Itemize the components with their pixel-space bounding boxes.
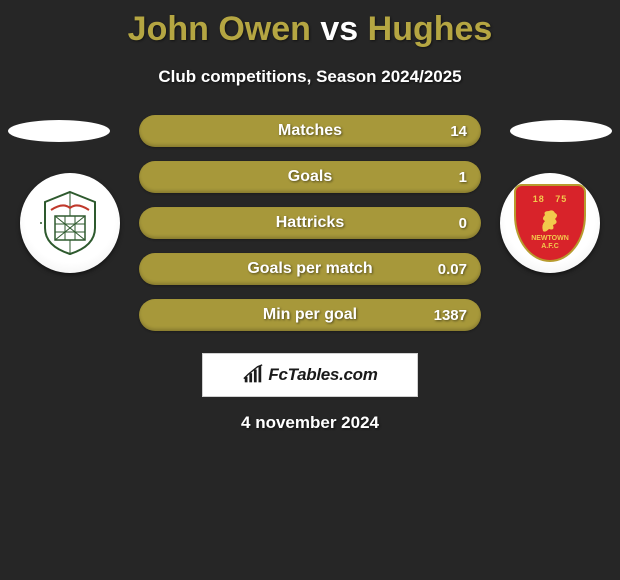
comparison-title: John Owen vs Hughes (0, 0, 620, 49)
player2-name: Hughes (368, 10, 493, 48)
left-club-crest (20, 173, 120, 273)
season-subtitle: Club competitions, Season 2024/2025 (0, 67, 620, 87)
left-ellipse-decor (8, 120, 110, 142)
crest-right-badge: 18 75 NEWTOWN A.F.C (514, 184, 586, 262)
stat-right-value: 1 (459, 169, 467, 186)
stat-bar-hattricks: Hattricks 0 (139, 207, 481, 239)
right-ellipse-decor (510, 120, 612, 142)
stat-bars: Matches 14 Goals 1 Hattricks 0 Goals per… (139, 115, 481, 331)
crest-left-svg (35, 188, 105, 258)
crest-year-top: 18 75 (533, 195, 568, 205)
stat-bar-matches: Matches 14 (139, 115, 481, 147)
crest-club-name: NEWTOWN (531, 235, 569, 243)
stat-label: Goals (288, 168, 332, 186)
crest-afc: A.F.C (541, 243, 559, 251)
bar-chart-icon (242, 364, 264, 386)
stat-label: Min per goal (263, 306, 357, 324)
vs-separator: vs (320, 10, 358, 48)
stat-label: Matches (278, 122, 342, 140)
stat-bar-goals: Goals 1 (139, 161, 481, 193)
content-area: 18 75 NEWTOWN A.F.C Matches 14 Goals 1 H… (0, 115, 620, 433)
brand-text: FcTables.com (268, 365, 377, 385)
right-club-crest: 18 75 NEWTOWN A.F.C (500, 173, 600, 273)
stat-bar-goals-per-match: Goals per match 0.07 (139, 253, 481, 285)
stat-label: Goals per match (247, 260, 372, 278)
snapshot-date: 4 november 2024 (0, 413, 620, 433)
stat-right-value: 14 (450, 123, 467, 140)
player1-name: John Owen (128, 10, 311, 48)
stat-label: Hattricks (276, 214, 344, 232)
stat-bar-min-per-goal: Min per goal 1387 (139, 299, 481, 331)
stat-right-value: 0 (459, 215, 467, 232)
rampant-lion-icon (535, 205, 565, 235)
stat-right-value: 0.07 (438, 261, 467, 278)
brand-box: FcTables.com (202, 353, 418, 397)
stat-right-value: 1387 (434, 307, 467, 324)
